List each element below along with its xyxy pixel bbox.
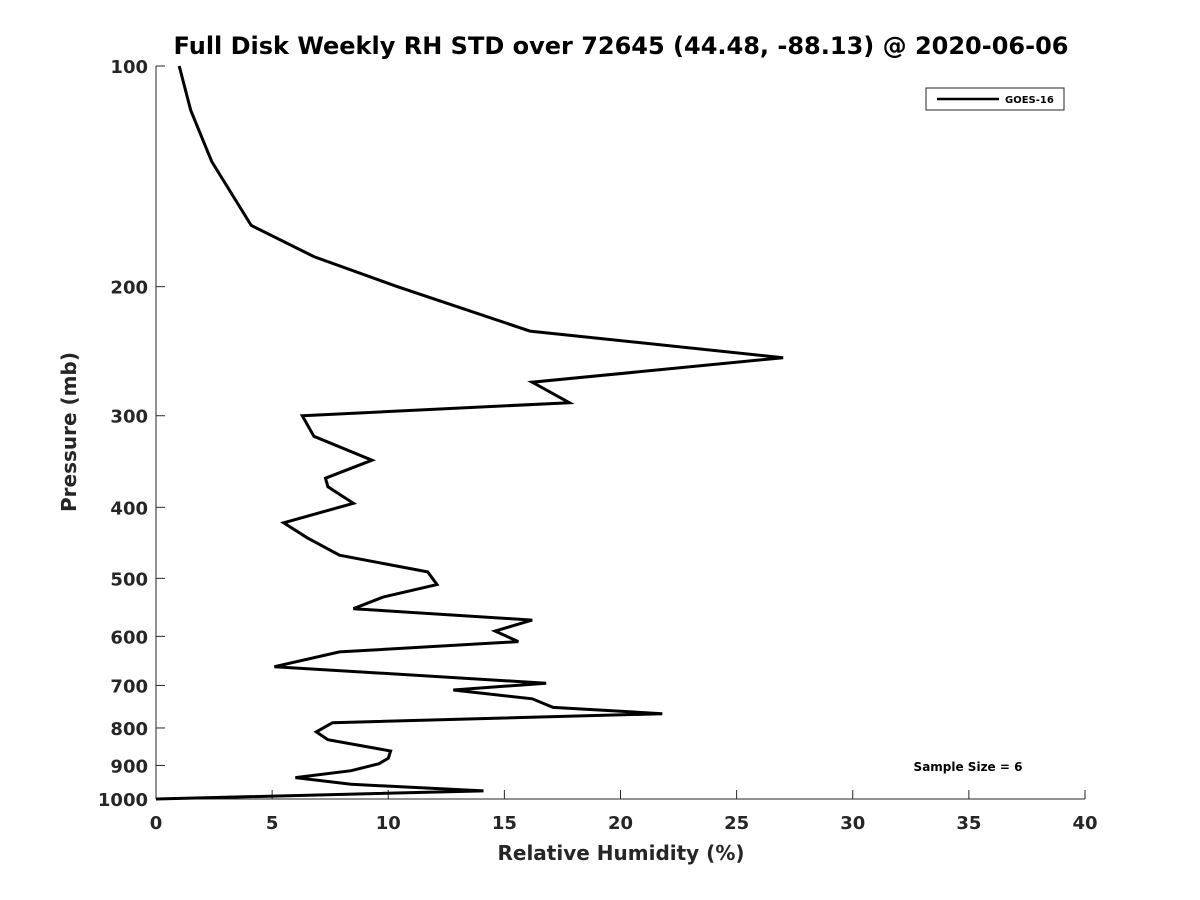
y-axis: 100 200 300 400 500 600 700 800 900 1000 bbox=[98, 57, 165, 811]
x-tick-label: 20 bbox=[608, 813, 633, 834]
y-tick-label: 800 bbox=[110, 719, 148, 740]
x-tick-label: 25 bbox=[724, 813, 749, 834]
x-tick-label: 0 bbox=[150, 813, 163, 834]
y-tick-label: 200 bbox=[110, 278, 148, 299]
y-tick-label: 600 bbox=[110, 627, 148, 648]
y-tick-label: 400 bbox=[110, 498, 148, 519]
y-tick-label: 500 bbox=[110, 569, 148, 590]
x-tick-label: 5 bbox=[266, 813, 279, 834]
series-line-goes-16 bbox=[155, 65, 784, 801]
series-layer bbox=[155, 65, 784, 801]
y-tick-label: 1000 bbox=[98, 790, 148, 811]
y-tick-label: 900 bbox=[110, 756, 148, 777]
chart-title: Full Disk Weekly RH STD over 72645 (44.4… bbox=[174, 32, 1069, 60]
x-tick-label: 40 bbox=[1072, 813, 1097, 834]
y-axis-label: Pressure (mb) bbox=[57, 352, 81, 512]
y-tick-label: 300 bbox=[110, 407, 148, 428]
x-tick-label: 10 bbox=[376, 813, 401, 834]
x-tick-label: 35 bbox=[956, 813, 981, 834]
x-tick-label: 15 bbox=[492, 813, 517, 834]
y-tick-label: 700 bbox=[110, 676, 148, 697]
plot-area bbox=[155, 66, 1085, 800]
sample-size-annotation: Sample Size = 6 bbox=[914, 760, 1023, 774]
legend-entry-goes-16: GOES-16 bbox=[1005, 95, 1054, 106]
y-tick-label: 100 bbox=[110, 57, 148, 78]
x-axis-label: Relative Humidity (%) bbox=[497, 841, 744, 865]
x-tick-label: 30 bbox=[840, 813, 865, 834]
legend: GOES-16 bbox=[925, 87, 1065, 111]
x-axis: 0 5 10 15 20 25 30 35 40 bbox=[150, 790, 1098, 834]
